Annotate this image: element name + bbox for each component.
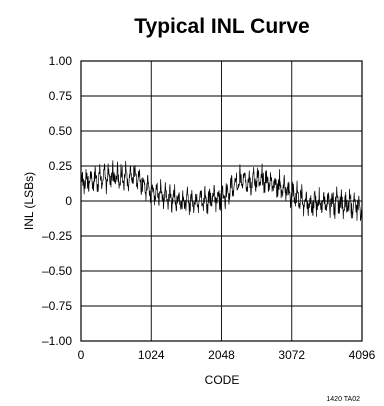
y-tick-labels: 1.00 0.75 0.50 0.25 0 –0.25 –0.50 –0.75 –1.00 xyxy=(42,54,72,348)
inl-trace xyxy=(80,160,363,221)
inl-series-line xyxy=(80,160,363,221)
x-axis-label: CODE xyxy=(205,373,240,387)
x-tick-label: 1024 xyxy=(138,348,165,362)
y-tick-label: 0.25 xyxy=(49,159,73,173)
x-tick-label: 0 xyxy=(78,348,85,362)
y-axis-label: INL (LSBs) xyxy=(22,172,36,230)
chart-title: Typical INL Curve xyxy=(134,15,309,38)
y-tick-label: –0.75 xyxy=(42,299,72,313)
x-tick-label: 3072 xyxy=(278,348,305,362)
x-tick-labels: 0 1024 2048 3072 4096 xyxy=(78,348,376,362)
y-tick-label: 1.00 xyxy=(49,54,73,68)
y-tick-label: 0.75 xyxy=(49,89,73,103)
y-tick-label: 0 xyxy=(65,194,72,208)
y-tick-label: 0.50 xyxy=(49,124,73,138)
x-tick-label: 2048 xyxy=(208,348,235,362)
x-tick-label: 4096 xyxy=(349,348,376,362)
y-tick-label: –0.25 xyxy=(42,229,72,243)
figure-id: 1420 TA02 xyxy=(326,396,360,403)
plot-frame xyxy=(80,60,363,342)
y-tick-label: –1.00 xyxy=(42,334,72,348)
y-tick-label: –0.50 xyxy=(42,264,72,278)
